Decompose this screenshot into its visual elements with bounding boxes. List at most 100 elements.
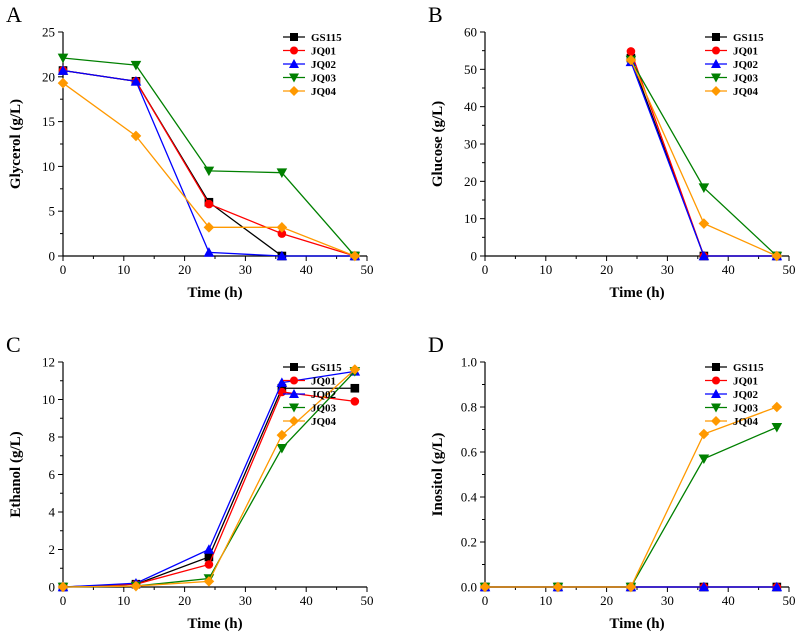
panel-a-jq01-point-2: [204, 199, 214, 209]
panel-d-y-axis-title: Inositol (g/L): [430, 433, 446, 517]
panel-a-legend-jq01-point-marker: [290, 46, 298, 55]
panel-c-x-tick-label-4: 40: [300, 593, 313, 608]
panel-b-x-tick-label-2: 20: [600, 262, 613, 277]
panel-b-legend-jq01-point-marker: [712, 46, 720, 55]
panel-c-y-tick-label-2: 4: [49, 505, 56, 520]
panel-a: A 0 10 20 30 40 50 0 5 10 15 20 25 Time (h) Glycerol (…: [6, 2, 374, 301]
panel-d-y-tick-label-5: 1.0: [461, 355, 477, 370]
panel-a-legend-label-jq02: JQ02: [311, 59, 337, 71]
panel-a-jq01-point-3: [277, 229, 287, 238]
panel-c-letter: C: [6, 332, 21, 357]
panel-d-legend-label-jq01: JQ01: [733, 376, 758, 388]
panel-a-jq03-point-3: [276, 168, 288, 178]
panel-a-y-axis-title: Glycerol (g/L): [8, 99, 24, 189]
panel-a-x-tick-label-1: 10: [117, 262, 130, 277]
panel-d-legend-label-gs115: GS115: [733, 362, 764, 374]
panel-d-legend-jq03-point-marker: [711, 403, 721, 413]
panel-a-jq04-point-0: [57, 77, 69, 89]
panel-c-legend-label-jq01: JQ01: [311, 376, 336, 388]
panel-b-jq03-point-1: [698, 183, 710, 193]
panel-b-jq04-point-0: [625, 54, 637, 66]
panel-d-jq04-point-1: [552, 581, 564, 593]
panel-a-jq02-point-1: [130, 75, 142, 86]
panel-d-legend-jq04-point-marker: [711, 416, 721, 426]
panel-a-x-tick-label-0: 0: [60, 262, 67, 277]
panel-c-x-tick-label-1: 10: [117, 593, 130, 608]
panel-c-gs115-point-4: [350, 383, 360, 393]
panel-c-jq01-point-4: [350, 397, 360, 406]
panel-b-jq01-point-0: [626, 47, 636, 56]
panel-b-letter: B: [428, 2, 443, 27]
panel-a-x-tick-label-2: 20: [178, 262, 191, 277]
panel-b-legend-label-jq03: JQ03: [733, 73, 759, 85]
panel-d-jq04-point-2: [625, 581, 637, 593]
panel-a-y-tick-label-0: 0: [49, 249, 56, 264]
panel-d-jq03-point-3: [698, 454, 710, 465]
panel-a-legend-label-jq04: JQ04: [311, 86, 337, 98]
panel-c-legend-label-jq04: JQ04: [311, 416, 337, 428]
panel-d-jq04-point-4: [771, 401, 783, 413]
panel-b-y-tick-label-5: 50: [464, 62, 477, 77]
panel-b-y-tick-label-4: 40: [464, 99, 477, 114]
panel-b-legend-gs115-point-marker: [712, 33, 720, 41]
panel-c-y-tick-label-5: 10: [42, 392, 55, 407]
panel-c-jq04-point-2: [203, 576, 215, 587]
panel-d-jq04-point-0: [479, 581, 491, 593]
panel-d-y-tick-label-3: 0.6: [461, 445, 478, 460]
panel-a-x-tick-label-4: 40: [300, 262, 313, 277]
panel-b-jq04-point-1: [698, 218, 710, 229]
panel-b-y-tick-label-3: 30: [464, 137, 477, 152]
panel-b-y-tick-label-2: 20: [464, 174, 477, 189]
panel-b-legend-label-jq01: JQ01: [733, 46, 758, 58]
panel-a-legend-jq04-point-marker: [289, 86, 299, 96]
panel-a-jq04-point-4: [349, 250, 361, 262]
panel-d-x-tick-label-1: 10: [539, 593, 552, 608]
panel-a-legend-gs115-point-marker: [290, 33, 298, 41]
panel-d-series-jq03: [479, 422, 783, 593]
panel-c-y-tick-label-1: 2: [49, 542, 56, 557]
panel-c-jq04-point-0: [57, 581, 69, 593]
panel-b-series-jq02: [625, 56, 783, 261]
panel-a-y-tick-label-1: 5: [49, 204, 56, 219]
panel-b-legend-label-jq02: JQ02: [733, 59, 759, 71]
panel-c-jq02-point-3: [276, 377, 288, 387]
panel-c-jq01-point-2: [204, 560, 214, 569]
panel-b-legend-jq04-point-marker: [711, 86, 721, 96]
panel-d-y-tick-label-0: 0.0: [461, 580, 477, 595]
panel-d-jq02-point-4: [771, 581, 783, 592]
panel-d-x-tick-label-4: 40: [722, 593, 735, 608]
panel-d-x-tick-label-3: 30: [661, 593, 674, 608]
panel-b-jq02-point-1: [698, 250, 710, 261]
panel-c-legend-jq03-point-marker: [289, 403, 299, 413]
panel-c-legend-label-gs115: GS115: [311, 362, 342, 374]
panel-b-x-tick-label-3: 30: [661, 262, 674, 277]
panel-b-y-axis-title: Glucose (g/L): [430, 101, 446, 187]
panel-a-jq03-point-1: [130, 60, 142, 71]
panel-a-jq02-point-0: [57, 65, 69, 75]
panel-c-legend-jq01-point-marker: [290, 376, 298, 385]
panel-c-x-axis-title: Time (h): [187, 616, 242, 632]
panel-c-x-tick-label-2: 20: [178, 593, 191, 608]
panel-c-jq04-point-1: [130, 580, 142, 592]
panel-a-jq04-point-3: [276, 222, 288, 233]
panel-a-y-tick-label-3: 15: [42, 114, 55, 129]
panel-c-legend-jq02-point-marker: [289, 389, 299, 398]
panel-a-legend-label-gs115: GS115: [311, 32, 342, 44]
panel-d-legend-jq02-point-marker: [711, 389, 721, 398]
panel-c-x-tick-label-5: 50: [361, 593, 374, 608]
panel-a-y-tick-label-4: 20: [42, 69, 55, 84]
panel-a-legend-label-jq03: JQ03: [311, 73, 337, 85]
panel-c-y-tick-label-0: 0: [49, 580, 56, 595]
panel-d-jq04-point-3: [698, 428, 710, 440]
panel-a-x-tick-label-3: 30: [239, 262, 252, 277]
panel-a-x-axis-title: Time (h): [187, 285, 242, 301]
panel-b-legend-jq03-point-marker: [711, 73, 721, 83]
panel-d-legend-label-jq02: JQ02: [733, 389, 759, 401]
panel-a-jq03-point-2: [203, 166, 215, 177]
panel-c-jq04-point-3: [276, 429, 288, 441]
panel-c-y-tick-label-3: 6: [49, 467, 56, 482]
panel-b-series-jq04: [625, 54, 783, 262]
panel-a-jq04-point-2: [203, 222, 215, 233]
